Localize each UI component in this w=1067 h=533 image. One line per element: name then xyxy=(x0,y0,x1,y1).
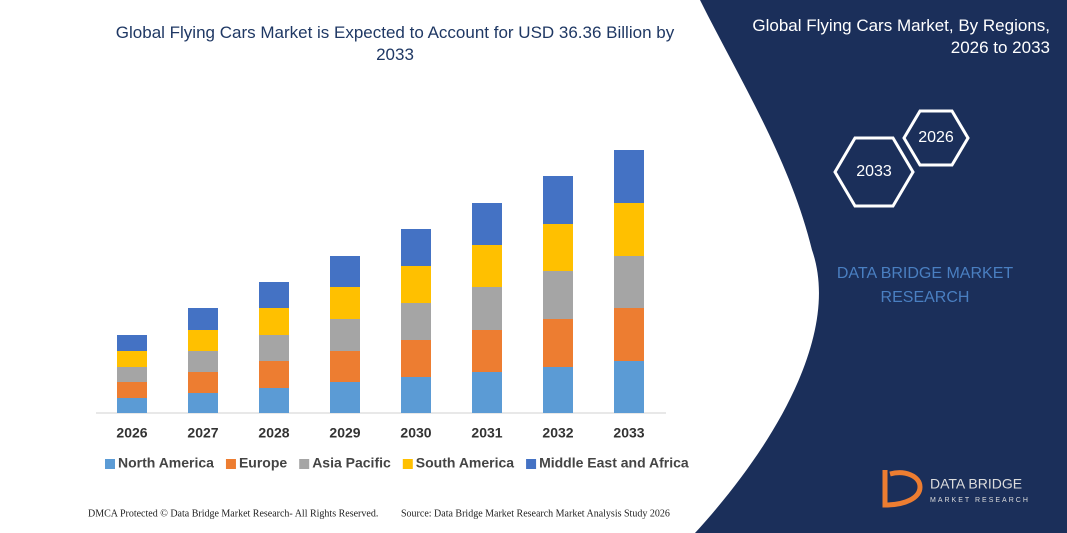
legend-label: North America xyxy=(118,455,214,471)
bar-segment xyxy=(259,361,289,388)
x-tick-label: 2026 xyxy=(116,425,147,441)
legend-label: Asia Pacific xyxy=(312,455,391,471)
bar-segment xyxy=(543,224,573,271)
bar-segment xyxy=(117,335,147,351)
bar-segment xyxy=(543,319,573,367)
logo-name: DATA BRIDGE xyxy=(930,476,1022,492)
brand: DATA BRIDGE MARKET RESEARCH xyxy=(836,265,1014,306)
bar-segment xyxy=(543,271,573,319)
x-tick-label: 2030 xyxy=(400,425,431,441)
logo-sub: MARKET RESEARCH xyxy=(930,497,1030,504)
panel-title: Global Flying Cars Market, By Regions, 2… xyxy=(752,16,1050,57)
bar-segment xyxy=(330,319,360,351)
bar-segment xyxy=(117,382,147,398)
bar-segment xyxy=(188,308,218,330)
bar-segment xyxy=(543,176,573,224)
legend-label: Europe xyxy=(239,455,287,471)
logo-icon xyxy=(882,470,923,508)
bar-segment xyxy=(614,203,644,256)
x-tick-label: 2029 xyxy=(329,425,360,441)
bar-segment xyxy=(259,388,289,413)
bar-segment xyxy=(330,287,360,319)
legend-swatch xyxy=(402,459,413,469)
bar-segment xyxy=(188,351,218,372)
side-panel xyxy=(695,0,1067,533)
hexagon xyxy=(902,109,970,167)
legend-swatch xyxy=(105,459,115,469)
legend-swatch xyxy=(225,459,236,469)
bar-segment xyxy=(401,303,431,340)
bar-segment xyxy=(259,335,289,361)
brand-box: DATA BRIDGE MARKET RESEARCH xyxy=(836,265,1014,306)
legend-swatch xyxy=(299,459,310,469)
bar-segment xyxy=(259,282,289,308)
bar-segment xyxy=(472,330,502,372)
chart-title: Global Flying Cars Market is Expected to… xyxy=(115,23,675,64)
bar-segment xyxy=(614,361,644,413)
legend-label: South America xyxy=(416,455,514,471)
bar-segment xyxy=(401,229,431,266)
bar-segment xyxy=(614,256,644,308)
footer-right: Source: Data Bridge Market Research Mark… xyxy=(401,508,670,519)
x-tick-label: 2033 xyxy=(613,425,644,441)
legend-swatch xyxy=(526,459,537,469)
x-tick-label: 2032 xyxy=(542,425,573,441)
bar-segment xyxy=(330,256,360,287)
x-tick-label: 2027 xyxy=(187,425,218,441)
bar-segment xyxy=(543,367,573,413)
bar-segment xyxy=(188,372,218,393)
bar-segment xyxy=(401,377,431,413)
bar-segment xyxy=(401,340,431,377)
bar-segment xyxy=(614,308,644,361)
bar-segment xyxy=(401,266,431,303)
bar-segment xyxy=(188,330,218,351)
bar-segment xyxy=(472,203,502,245)
bar-segment xyxy=(117,367,147,382)
bar-segment xyxy=(259,308,289,335)
bar-segment xyxy=(472,372,502,413)
bar-segment xyxy=(614,150,644,203)
hexagon xyxy=(833,136,915,208)
hex-label: 2033 xyxy=(856,163,892,180)
bar-segment xyxy=(117,398,147,413)
x-tick-label: 2031 xyxy=(471,425,502,441)
bar-segment xyxy=(472,245,502,287)
hex-label: 2026 xyxy=(918,129,954,146)
bar-segment xyxy=(472,287,502,330)
footer-left: DMCA Protected © Data Bridge Market Rese… xyxy=(88,508,378,519)
bar-segment xyxy=(330,351,360,382)
bar-segment xyxy=(188,393,218,413)
bar-segment xyxy=(117,351,147,367)
legend-label: Middle East and Africa xyxy=(539,455,689,471)
bar-segment xyxy=(330,382,360,413)
x-tick-label: 2028 xyxy=(258,425,289,441)
